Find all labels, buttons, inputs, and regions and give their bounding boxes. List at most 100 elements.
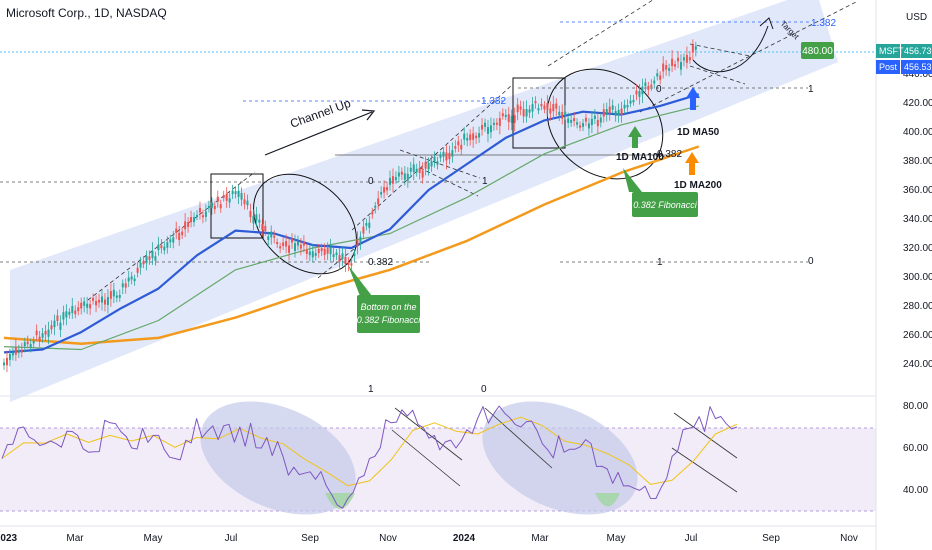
- price-axis[interactable]: USD 240.00 260.00 280.00 300.00 320.00 340.00…: [875, 0, 932, 550]
- candle-body: [540, 103, 543, 107]
- price-tag-value: 456.73: [904, 46, 932, 56]
- ma50-series: [3, 93, 700, 354]
- candle-body: [65, 311, 68, 318]
- channel-up-annotation: Channel Up: [264, 96, 376, 156]
- ma-arrows: [628, 87, 700, 175]
- svg-text:1: 1: [482, 176, 488, 187]
- candle-body: [103, 299, 106, 305]
- candle-body: [662, 63, 665, 72]
- candle-body: [225, 193, 228, 201]
- candle-body: [516, 104, 519, 113]
- rsi-ma-series: [1, 416, 738, 487]
- currency-label: USD: [906, 12, 927, 23]
- rsi-tick-label: 80.00: [903, 401, 928, 412]
- price-tag-value-bg: [901, 44, 932, 58]
- x-tick-label: Mar: [66, 533, 84, 544]
- candle-body: [489, 125, 492, 133]
- candle-body: [276, 242, 279, 245]
- candle-body: [584, 117, 587, 122]
- svg-text:0: 0: [656, 84, 662, 95]
- candle-body: [213, 205, 216, 210]
- candle-body: [329, 247, 332, 255]
- y-tick-label: 420.00: [903, 98, 932, 109]
- candle-body: [599, 117, 602, 123]
- candle-body: [451, 150, 454, 157]
- svg-text:1.382: 1.382: [811, 18, 836, 29]
- candle-body: [86, 303, 89, 308]
- y-tick-label: 280.00: [903, 301, 932, 312]
- candle-body: [685, 54, 688, 63]
- price-tag-label: Post: [879, 62, 898, 72]
- candle-body: [320, 248, 323, 252]
- candle-body: [626, 104, 629, 108]
- svg-text:Bottom on the: Bottom on the: [360, 302, 416, 312]
- candle-body: [106, 297, 109, 305]
- y-tick-label: 400.00: [903, 127, 932, 138]
- candle-body: [445, 152, 448, 161]
- candle-body: [380, 191, 383, 195]
- candle-body: [543, 105, 546, 110]
- candle-body: [302, 241, 305, 246]
- candle-body: [163, 246, 166, 251]
- candle-body: [433, 156, 436, 162]
- candle-body: [555, 103, 558, 109]
- candle-body: [415, 168, 418, 173]
- candle-body: [190, 216, 193, 223]
- time-axis[interactable]: 2023 Mar May Jul Sep Nov 2024 Mar May Jul Sep Nov: [0, 525, 876, 544]
- candle-body: [573, 118, 576, 122]
- candle-body: [377, 198, 380, 205]
- candle-body: [234, 191, 237, 194]
- candle-body: [694, 46, 697, 50]
- candle-body: [623, 104, 626, 109]
- candle-body: [255, 214, 258, 221]
- candle-body: [501, 113, 504, 117]
- candle-body: [682, 57, 685, 61]
- svg-text:1: 1: [657, 257, 663, 268]
- candle-body: [219, 204, 222, 209]
- candle-body: [484, 122, 487, 127]
- x-tick-label: Nov: [379, 533, 397, 544]
- price-tag-label-bg: [876, 60, 900, 74]
- candle-body: [89, 304, 92, 309]
- candle-body: [32, 340, 35, 344]
- ma200-label: 1D MA200: [674, 180, 722, 191]
- candle-body: [118, 294, 121, 298]
- candle-body: [240, 193, 243, 200]
- y-tick-label: 360.00: [903, 185, 932, 196]
- candle-body: [187, 222, 190, 227]
- candle-body: [635, 90, 638, 95]
- candle-body: [688, 57, 691, 61]
- candle-body: [68, 311, 71, 315]
- candle-body: [486, 127, 489, 134]
- candle-body: [671, 58, 674, 67]
- candle-body: [397, 172, 400, 177]
- candle-body: [228, 198, 231, 203]
- candle-body: [362, 226, 365, 234]
- svg-text:1: 1: [368, 384, 374, 395]
- candle-body: [356, 239, 359, 247]
- target-price-badge: [801, 42, 834, 59]
- x-tick-label: May: [607, 533, 626, 544]
- ma200-arrow-icon: [685, 152, 699, 175]
- x-tick-label: Jul: [225, 533, 238, 544]
- candle-body: [368, 222, 371, 228]
- ma50-label: 1D MA50: [677, 127, 720, 138]
- candle-body: [317, 248, 320, 254]
- candle-body: [273, 235, 276, 238]
- candle-body: [38, 336, 41, 342]
- candle-body: [139, 262, 142, 268]
- candle-body: [469, 134, 472, 141]
- candle-body: [252, 215, 255, 224]
- channel-trendlines: [87, 0, 857, 301]
- candle-body: [341, 253, 344, 259]
- candle-body: [656, 73, 659, 77]
- channel-up-band: [10, 0, 838, 402]
- candle-body: [552, 104, 555, 112]
- candle-body: [638, 90, 641, 97]
- candle-body: [237, 190, 240, 197]
- candle-body: [519, 106, 522, 110]
- candle-body: [492, 122, 495, 125]
- candle-body: [507, 114, 510, 122]
- candle-body: [582, 123, 584, 127]
